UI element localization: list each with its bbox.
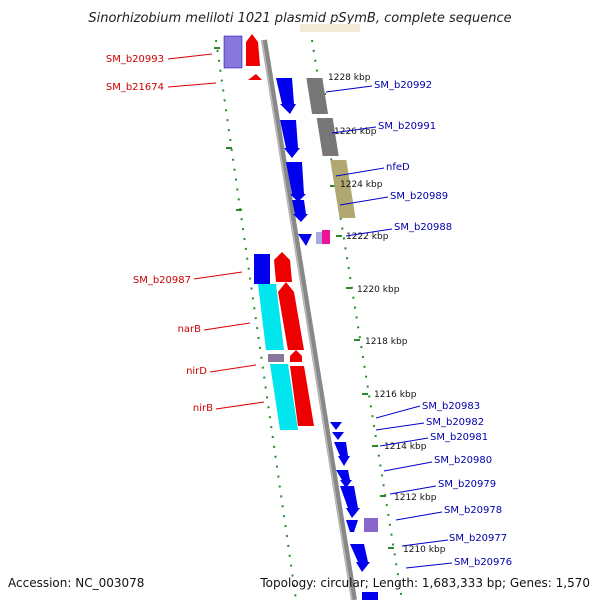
genome-summary-text: Topology: circular; Length: 1,683,333 bp… bbox=[259, 576, 590, 590]
tick-1218: 1218 kbp bbox=[365, 337, 408, 347]
gene-sm-b20988-blue bbox=[298, 234, 312, 246]
gene-nird-red bbox=[290, 350, 302, 362]
gene-sm-b20979 bbox=[340, 486, 360, 518]
gene-narb-cyan bbox=[258, 284, 284, 350]
gene-sm-b20981 bbox=[334, 442, 350, 466]
ring-dots bbox=[215, 39, 403, 600]
gene-sm-b20978-blue bbox=[346, 520, 358, 532]
genome-backbone bbox=[261, 39, 357, 600]
label-sm-b20993: SM_b20993 bbox=[106, 54, 164, 65]
label-sm-b20980: SM_b20980 bbox=[434, 455, 492, 466]
label-sm-b20981: SM_b20981 bbox=[430, 432, 488, 443]
label-sm-b20988: SM_b20988 bbox=[394, 222, 452, 233]
tick-1214: 1214 kbp bbox=[384, 442, 427, 452]
gene-nirb-cyan bbox=[270, 364, 298, 430]
backbone-highlight bbox=[261, 39, 353, 600]
gene-nird-gray bbox=[268, 354, 284, 362]
gene-sm-b20987-red bbox=[274, 252, 292, 282]
gene-sm-b20991-gray bbox=[316, 118, 339, 156]
label-sm-b20977: SM_b20977 bbox=[449, 533, 507, 544]
label-sm-b20979: SM_b20979 bbox=[438, 479, 496, 490]
gene-sm-b20989 bbox=[292, 200, 308, 222]
gene-sm-b20980 bbox=[336, 470, 352, 488]
gene-sm-b21674 bbox=[248, 74, 262, 80]
gene-sm-b20993-red bbox=[246, 34, 260, 66]
gene-sm-b20982 bbox=[332, 432, 344, 440]
left-leader-lines bbox=[167, 53, 265, 410]
gene-sm-b20991-blue bbox=[280, 120, 300, 158]
label-sm-b20989: SM_b20989 bbox=[390, 191, 448, 202]
gene-narb-red bbox=[278, 282, 304, 350]
label-sm-b20991: SM_b20991 bbox=[378, 121, 436, 132]
faded-top-label bbox=[300, 24, 360, 32]
gene-sm-b20988-lilac bbox=[316, 232, 322, 244]
label-narb: narB bbox=[178, 324, 202, 335]
tick-1226: 1226 kbp bbox=[334, 127, 377, 137]
label-sm-b21674: SM_b21674 bbox=[106, 82, 164, 93]
gene-sm-b20992-blue bbox=[276, 78, 296, 114]
right-gene-labels: SM_b20992 SM_b20991 nfeD SM_b20989 SM_b2… bbox=[374, 80, 512, 568]
tick-labels: 1228 kbp 1226 kbp 1224 kbp 1222 kbp 1220… bbox=[328, 73, 446, 555]
label-sm-b20976: SM_b20976 bbox=[454, 557, 512, 568]
label-nirb: nirB bbox=[193, 403, 213, 414]
gene-sm-b20993-purple bbox=[223, 35, 243, 69]
left-gene-labels: SM_b20993 SM_b21674 SM_b20987 narB nirD … bbox=[106, 54, 213, 414]
gene-sm-b20988-magenta bbox=[322, 230, 330, 244]
gene-nfed-blue bbox=[286, 162, 306, 202]
gene-sm-b20983 bbox=[330, 422, 342, 430]
label-sm-b20978: SM_b20978 bbox=[444, 505, 502, 516]
gene-sm-b20987-blue bbox=[254, 254, 270, 284]
left-outer-ring bbox=[215, 39, 297, 600]
label-sm-b20992: SM_b20992 bbox=[374, 80, 432, 91]
gene-sm-b20992-gray bbox=[306, 78, 329, 114]
gene-sm-b20976 bbox=[362, 592, 378, 600]
map-title: Sinorhizobium meliloti 1021 plasmid pSym… bbox=[88, 11, 511, 26]
tick-1228: 1228 kbp bbox=[328, 73, 371, 83]
label-nird: nirD bbox=[186, 366, 207, 377]
tick-1220: 1220 kbp bbox=[357, 285, 400, 295]
tick-1222: 1222 kbp bbox=[346, 232, 389, 242]
gene-sm-b20978-purple bbox=[364, 518, 378, 532]
gene-sm-b20977 bbox=[350, 544, 370, 572]
tick-1216: 1216 kbp bbox=[374, 390, 417, 400]
right-leader-lines bbox=[325, 85, 453, 569]
label-sm-b20987: SM_b20987 bbox=[133, 275, 191, 286]
label-sm-b20982: SM_b20982 bbox=[426, 417, 484, 428]
label-sm-b20983: SM_b20983 bbox=[422, 401, 480, 412]
tick-1224: 1224 kbp bbox=[340, 180, 383, 190]
tick-1212: 1212 kbp bbox=[394, 493, 437, 503]
accession-text: Accession: NC_003078 bbox=[8, 576, 144, 590]
tick-1210: 1210 kbp bbox=[403, 545, 446, 555]
label-nfed: nfeD bbox=[386, 162, 410, 173]
gene-nirb-red bbox=[290, 366, 314, 426]
